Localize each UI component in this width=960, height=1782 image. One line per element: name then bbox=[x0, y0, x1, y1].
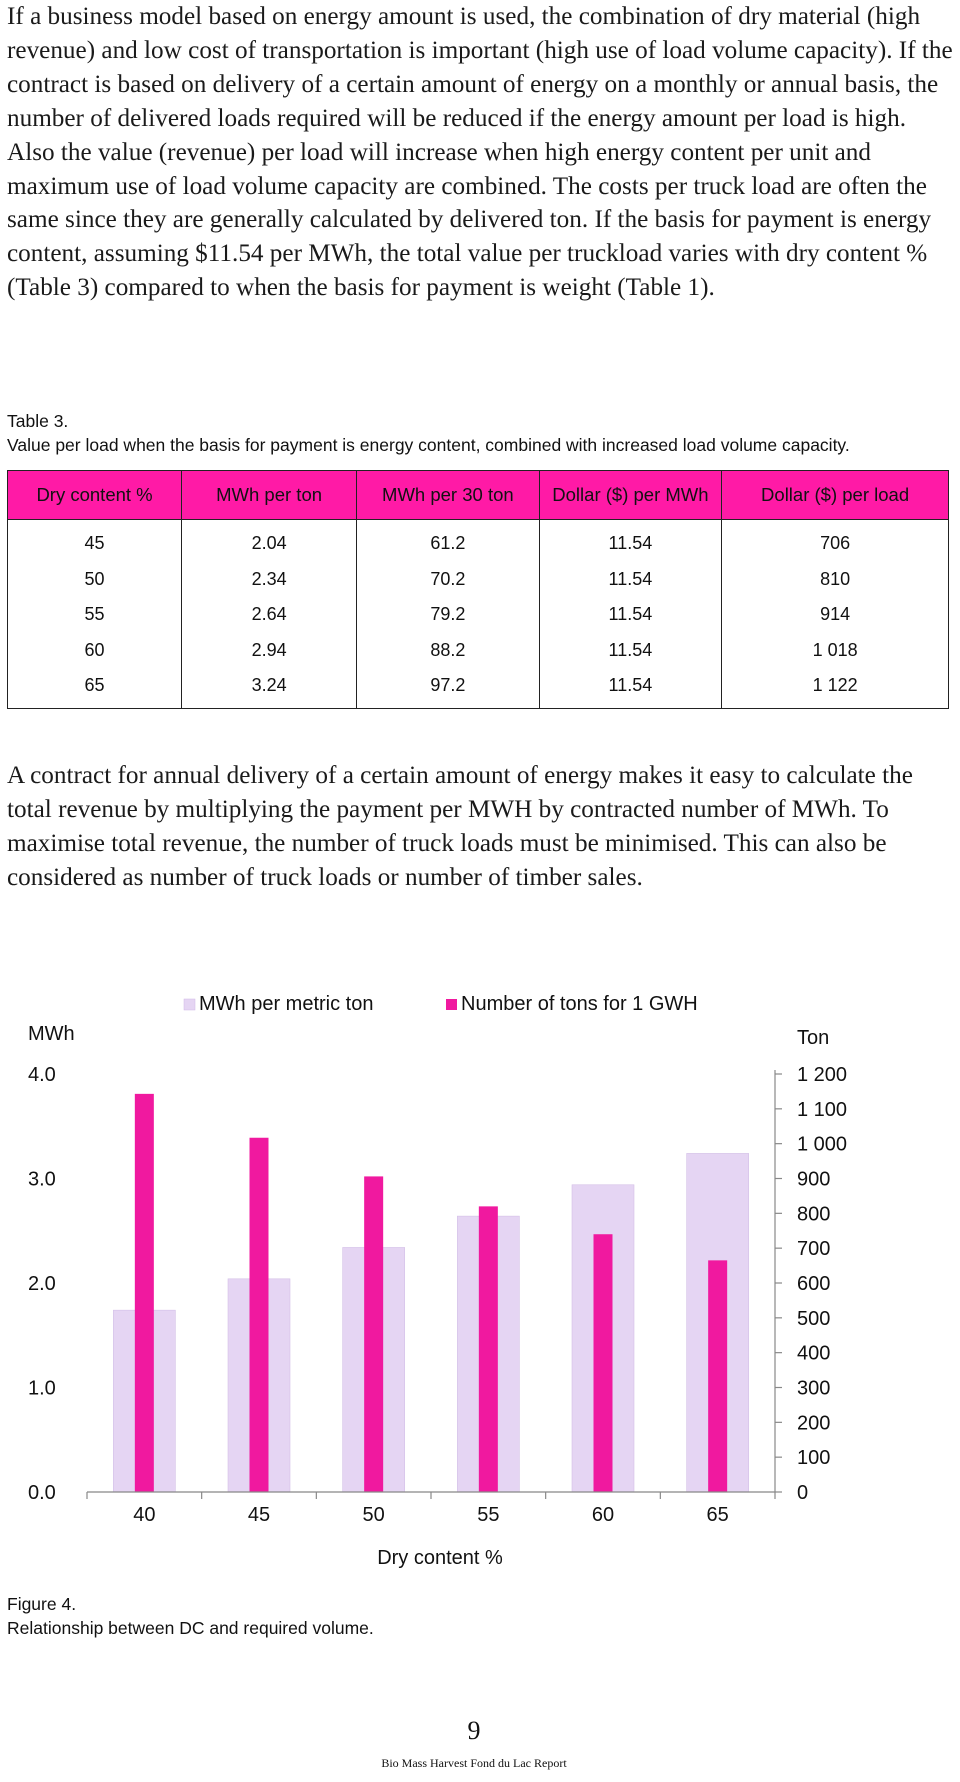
table-cell: 2.04 bbox=[181, 519, 358, 562]
bar-tons-per-gwh bbox=[593, 1234, 613, 1492]
y-tick-label-right: 0 bbox=[797, 1482, 808, 1504]
table-cell: 2.34 bbox=[181, 561, 358, 597]
table-caption: Table 3. Value per load when the basis f… bbox=[7, 409, 850, 457]
legend-label-mwh: MWh per metric ton bbox=[199, 993, 373, 1015]
table-row: 60 2.94 88.2 11.54 1 018 bbox=[6, 632, 949, 668]
y-tick-label-right: 700 bbox=[797, 1238, 830, 1260]
y-axis-right-label: Ton bbox=[797, 1027, 829, 1049]
x-tick-label: 40 bbox=[133, 1504, 155, 1526]
table-cell: 65 bbox=[6, 668, 183, 708]
x-axis: 40 45 50 55 60 65 bbox=[86, 1491, 776, 1526]
report-title: Bio Mass Harvest Fond du Lac Report bbox=[381, 1756, 567, 1770]
x-tick-label: 45 bbox=[248, 1504, 270, 1526]
y-tick-label-left: 4.0 bbox=[28, 1064, 56, 1086]
y-tick-label-right: 400 bbox=[797, 1343, 830, 1365]
energy-value-table: Dry content % MWh per ton MWh per 30 ton… bbox=[6, 470, 949, 709]
table-row: 65 3.24 97.2 11.54 1 122 bbox=[6, 668, 949, 708]
y-tick-label-right: 500 bbox=[797, 1308, 830, 1330]
figure-caption-label: Figure 4. bbox=[7, 1594, 77, 1614]
page-number: 9 bbox=[467, 1716, 481, 1745]
y-tick-label-left: 2.0 bbox=[28, 1273, 56, 1295]
bar-tons-per-gwh bbox=[134, 1093, 154, 1492]
table-cell: 2.94 bbox=[181, 632, 358, 668]
x-tick-label: 65 bbox=[707, 1504, 729, 1526]
y-tick-label-right: 800 bbox=[797, 1203, 830, 1225]
table-cell: 50 bbox=[6, 561, 183, 597]
table-cell: 11.54 bbox=[538, 519, 723, 562]
table-cell: 1 018 bbox=[721, 632, 949, 668]
table-row: 50 2.34 70.2 11.54 810 bbox=[6, 561, 949, 597]
legend-swatch-mwh bbox=[183, 998, 196, 1011]
table-row: 45 2.04 61.2 11.54 706 bbox=[6, 519, 949, 562]
y-tick-label-right: 100 bbox=[797, 1447, 830, 1469]
y-tick-label-right: 600 bbox=[797, 1273, 830, 1295]
dc-volume-chart: MWh per metric ton Number of tons for 1 … bbox=[28, 993, 847, 1569]
table-cell: 706 bbox=[721, 519, 949, 562]
x-tick-label: 50 bbox=[363, 1504, 385, 1526]
table-cell: 70.2 bbox=[356, 561, 540, 597]
x-tick-label: 60 bbox=[592, 1504, 614, 1526]
table-caption-label: Table 3. bbox=[7, 411, 69, 431]
table-cell: 11.54 bbox=[538, 597, 723, 633]
figure-caption-text: Relationship between DC and required vol… bbox=[7, 1618, 374, 1638]
table-header-row: Dry content % MWh per ton MWh per 30 ton… bbox=[6, 470, 949, 520]
x-tick-label: 55 bbox=[477, 1504, 499, 1526]
legend-label-tons: Number of tons for 1 GWH bbox=[461, 993, 698, 1015]
table-cell: 2.64 bbox=[181, 597, 358, 633]
table-cell: 60 bbox=[6, 632, 183, 668]
table-row: 55 2.64 79.2 11.54 914 bbox=[6, 597, 949, 633]
table-cell: 3.24 bbox=[181, 668, 358, 708]
y-tick-label-right: 300 bbox=[797, 1378, 830, 1400]
column-header: Dollar ($) per load bbox=[721, 470, 949, 520]
y-tick-label-right: 1 000 bbox=[797, 1134, 847, 1156]
figure-caption: Figure 4. Relationship between DC and re… bbox=[7, 1592, 374, 1640]
column-header: MWh per 30 ton bbox=[356, 470, 540, 520]
table-cell: 11.54 bbox=[538, 668, 723, 708]
bar-tons-per-gwh bbox=[364, 1176, 384, 1492]
y-tick-label-right: 1 100 bbox=[797, 1099, 847, 1121]
y-tick-label-left: 3.0 bbox=[28, 1169, 56, 1191]
table-cell: 61.2 bbox=[356, 519, 540, 562]
legend-swatch-tons bbox=[446, 999, 457, 1010]
chart-bars bbox=[113, 1093, 749, 1493]
column-header: Dry content % bbox=[6, 470, 183, 520]
table-cell: 1 122 bbox=[721, 668, 949, 708]
table-caption-text: Value per load when the basis for paymen… bbox=[7, 435, 850, 455]
y-tick-label-right: 1 200 bbox=[797, 1064, 847, 1086]
bar-tons-per-gwh bbox=[708, 1260, 728, 1492]
chart-legend: MWh per metric ton Number of tons for 1 … bbox=[183, 993, 698, 1015]
y-axis-left-label: MWh bbox=[28, 1023, 75, 1045]
table-cell: 45 bbox=[6, 519, 183, 562]
table-cell: 810 bbox=[721, 561, 949, 597]
table-cell: 79.2 bbox=[356, 597, 540, 633]
y-tick-label-left: 1.0 bbox=[28, 1378, 56, 1400]
bar-tons-per-gwh bbox=[249, 1137, 269, 1492]
y-tick-label-right: 900 bbox=[797, 1169, 830, 1191]
column-header: Dollar ($) per MWh bbox=[538, 470, 723, 520]
table-cell: 914 bbox=[721, 597, 949, 633]
table-cell: 88.2 bbox=[356, 632, 540, 668]
table-cell: 97.2 bbox=[356, 668, 540, 708]
body-paragraph-2: A contract for annual delivery of a cert… bbox=[7, 762, 913, 891]
body-paragraph-1: If a business model based on energy amou… bbox=[7, 3, 953, 302]
table-cell: 11.54 bbox=[538, 632, 723, 668]
y-axis-left-ticks: 0.0 1.0 2.0 3.0 4.0 bbox=[28, 1064, 56, 1504]
y-axis-right: 0 100 200 300 400 500 600 700 800 900 1 000 1 100 1 … bbox=[774, 1064, 847, 1504]
column-header: MWh per ton bbox=[181, 470, 358, 520]
bar-tons-per-gwh bbox=[478, 1206, 498, 1492]
y-tick-label-left: 0.0 bbox=[28, 1482, 56, 1504]
x-axis-label: Dry content % bbox=[377, 1547, 503, 1569]
y-tick-label-right: 200 bbox=[797, 1412, 830, 1434]
table-cell: 55 bbox=[6, 597, 183, 633]
table-cell: 11.54 bbox=[538, 561, 723, 597]
